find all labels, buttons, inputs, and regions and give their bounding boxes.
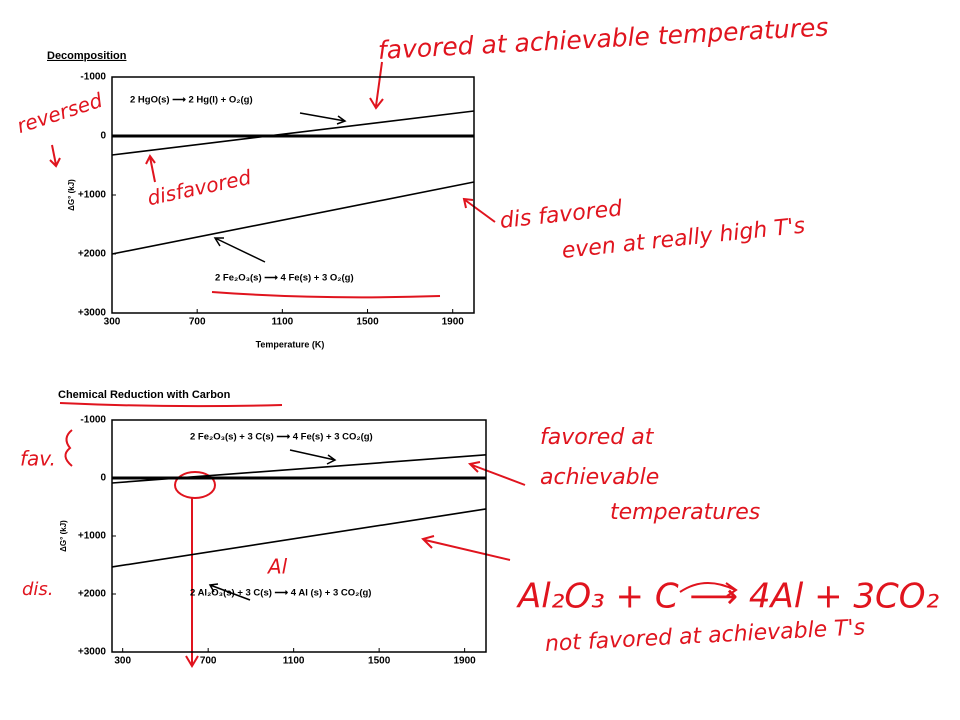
red-marks	[49, 61, 738, 668]
x-tick-label: 1100	[283, 656, 305, 667]
series-line	[111, 181, 475, 255]
handwritten-note: achievable	[540, 465, 659, 490]
x-tick-label: 1500	[356, 317, 379, 328]
x-tick-label: 300	[104, 317, 121, 328]
handwritten-note: Al	[266, 555, 288, 579]
handwritten-note: not favored at achievable T's	[544, 615, 865, 657]
plot-frame	[111, 419, 487, 653]
x-tick-label: 1900	[442, 317, 465, 328]
x-tick-label: 300	[114, 656, 131, 667]
handwritten-note: temperatures	[610, 500, 760, 525]
series-line	[111, 454, 487, 484]
x-tick-label: 700	[200, 656, 217, 667]
y-tick-label: 0	[100, 473, 106, 484]
series-label: 2 HgO(s) ⟶ 2 Hg(l) + O₂(g)	[130, 95, 253, 106]
x-tick-label: 1900	[454, 656, 477, 667]
y-tick-label: +1000	[78, 190, 107, 201]
y-tick-label: +3000	[78, 647, 107, 658]
y-tick-label: +3000	[78, 308, 107, 319]
handwritten-note: dis.	[22, 579, 54, 600]
series-line	[111, 110, 475, 156]
y-axis-label: ΔG° (kJ)	[67, 179, 76, 211]
handwritten-note: reversed	[14, 88, 106, 138]
series-label: 2 Fe₂O₃(s) ⟶ 4 Fe(s) + 3 O₂(g)	[215, 273, 354, 284]
y-tick-label: +2000	[78, 589, 107, 600]
y-tick-label: 0	[100, 131, 106, 142]
handwritten-note: favored at achievable temperatures	[377, 12, 829, 65]
y-tick-label: -1000	[80, 72, 106, 83]
pointer-arrows	[208, 112, 347, 601]
handwritten-note: Al₂O₃ + C ⟶ 4Al + 3CO₂	[516, 577, 940, 617]
chart-title: Chemical Reduction with Carbon	[58, 389, 231, 401]
y-tick-label: -1000	[80, 415, 106, 426]
y-tick-label: +1000	[78, 531, 107, 542]
series-label: 2 Fe₂O₃(s) + 3 C(s) ⟶ 4 Fe(s) + 3 CO₂(g)	[190, 432, 373, 443]
handwritten-note: dis favored	[499, 196, 625, 234]
series-label: 2 Al₂O₃(s) + 3 C(s) ⟶ 4 Al (s) + 3 CO₂(g…	[190, 588, 371, 599]
chart-title: Decomposition	[47, 50, 127, 62]
x-axis-label: Temperature (K)	[256, 339, 325, 349]
y-tick-label: +2000	[78, 249, 107, 260]
handwritten-note: disfavored	[145, 165, 253, 210]
handwritten-note: favored at	[540, 425, 655, 450]
series-line	[111, 508, 487, 568]
x-tick-label: 1100	[272, 317, 294, 328]
x-tick-label: 700	[189, 317, 206, 328]
y-axis-label: ΔG° (kJ)	[59, 520, 68, 552]
x-tick-label: 1500	[368, 656, 391, 667]
handwritten-note: fav.	[20, 447, 56, 471]
